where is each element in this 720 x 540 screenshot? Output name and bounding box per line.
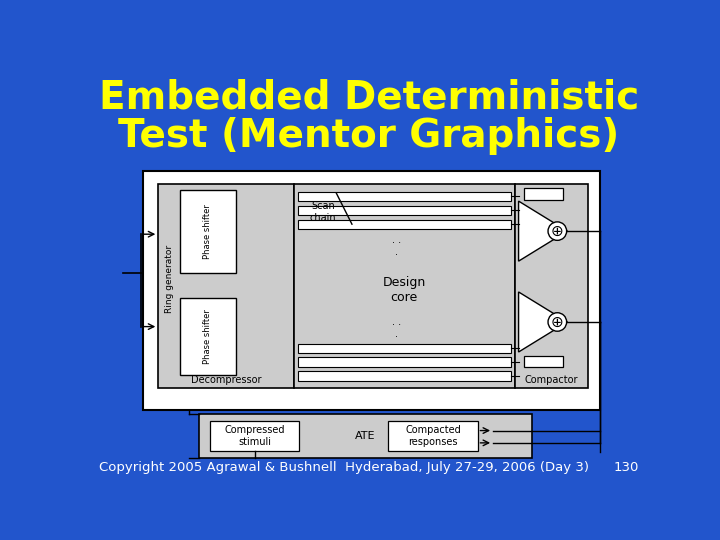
Text: Design
core: Design core (382, 276, 426, 304)
Text: Decompressor: Decompressor (191, 375, 261, 385)
Bar (388, 421, 477, 450)
Text: . .
.: . . . (392, 235, 401, 256)
Polygon shape (518, 292, 567, 352)
Bar (515, 184, 588, 388)
Text: Test (Mentor Graphics): Test (Mentor Graphics) (118, 117, 620, 155)
Bar (297, 343, 510, 353)
Bar (297, 220, 510, 229)
Text: ⊕: ⊕ (551, 314, 564, 329)
Bar (524, 188, 563, 200)
Text: Scan
chain: Scan chain (310, 201, 336, 222)
Bar (180, 190, 235, 273)
Text: Ring generator: Ring generator (165, 245, 174, 313)
Bar (297, 372, 510, 381)
Circle shape (548, 222, 567, 240)
Polygon shape (518, 201, 567, 261)
Bar (294, 184, 515, 388)
Bar (297, 192, 510, 201)
Text: Copyright 2005 Agrawal & Bushnell  Hyderabad, July 27-29, 2006 (Day 3): Copyright 2005 Agrawal & Bushnell Hydera… (99, 461, 589, 474)
Bar (143, 171, 600, 410)
Text: Compacted
responses: Compacted responses (405, 425, 461, 447)
Text: Embedded Deterministic: Embedded Deterministic (99, 79, 639, 117)
Bar (524, 356, 563, 367)
Bar (297, 206, 510, 215)
Text: Compactor: Compactor (525, 375, 578, 385)
Text: ⊕: ⊕ (551, 224, 564, 239)
Bar (199, 414, 532, 458)
Text: Compressed
stimuli: Compressed stimuli (225, 425, 285, 447)
Text: ATE: ATE (355, 431, 375, 441)
Text: Phase shifter: Phase shifter (203, 309, 212, 364)
Bar (210, 421, 300, 450)
Circle shape (548, 313, 567, 331)
Text: Phase shifter: Phase shifter (203, 205, 212, 259)
Bar (180, 298, 235, 375)
Bar (158, 184, 294, 388)
Bar (297, 357, 510, 367)
Text: 130: 130 (613, 461, 639, 474)
Text: . .
.: . . . (392, 318, 401, 339)
